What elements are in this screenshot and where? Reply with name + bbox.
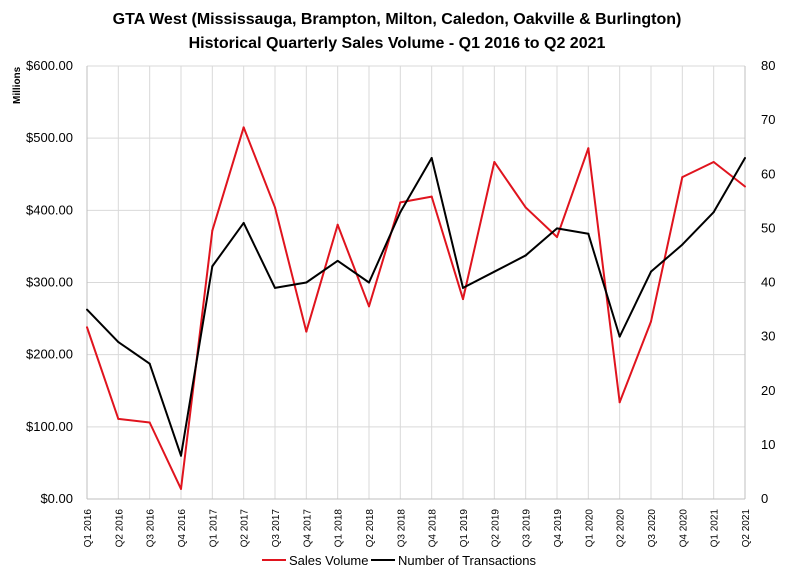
chart-subtitle: Historical Quarterly Sales Volume - Q1 2…: [189, 35, 606, 52]
data-point-number-of-transactions: [524, 254, 527, 257]
x-axis-tick-label: Q3 2017: [271, 509, 282, 548]
data-point-number-of-transactions: [462, 286, 464, 289]
data-point-sales-volume: [274, 206, 276, 209]
data-point-number-of-transactions: [556, 227, 558, 230]
left-axis-tick-label: $500.00: [26, 130, 73, 145]
series-lines: [86, 126, 746, 490]
right-axis-tick-label: 60: [761, 166, 775, 181]
data-point-number-of-transactions: [587, 232, 590, 235]
legend: Sales Volume Number of Transactions: [262, 553, 537, 568]
data-point-sales-volume: [86, 326, 88, 329]
data-point-sales-volume: [744, 185, 746, 188]
data-point-number-of-transactions: [117, 341, 120, 344]
chart-title: GTA West (Mississauga, Brampton, Milton,…: [113, 11, 682, 28]
data-point-sales-volume: [430, 195, 433, 198]
data-point-sales-volume: [180, 487, 182, 490]
data-point-number-of-transactions: [305, 281, 308, 284]
data-point-number-of-transactions: [430, 157, 433, 160]
x-axis-tick-label: Q2 2020: [616, 509, 627, 548]
right-axis-tick-label: 70: [761, 112, 775, 127]
data-point-number-of-transactions: [274, 286, 276, 289]
x-axis-tick-label: Q3 2016: [146, 509, 157, 548]
data-point-sales-volume: [618, 401, 621, 404]
x-axis-tick-label: Q1 2020: [584, 509, 595, 548]
data-point-number-of-transactions: [618, 335, 621, 338]
x-axis-tick-label: Q4 2019: [553, 509, 564, 548]
data-point-sales-volume: [399, 201, 402, 204]
data-point-sales-volume: [336, 223, 339, 226]
x-axis-tick-label: Q2 2018: [365, 509, 376, 548]
data-point-sales-volume: [211, 229, 214, 232]
left-axis-tick-label: $400.00: [26, 202, 73, 217]
data-point-number-of-transactions: [368, 281, 370, 284]
x-axis-tick-label: Q3 2020: [647, 509, 658, 548]
right-axis-tick-label: 40: [761, 275, 775, 290]
series-line-sales-volume: [86, 126, 746, 490]
data-point-number-of-transactions: [681, 243, 684, 246]
right-axis-tick-label: 0: [761, 491, 768, 506]
x-axis-tick-label: Q1 2021: [710, 509, 721, 548]
x-axis-tick-label: Q4 2018: [428, 509, 439, 548]
right-axis-tick-label: 80: [761, 58, 775, 73]
right-axis-tick-label: 50: [761, 220, 775, 235]
left-axis-tick-label: $600.00: [26, 58, 73, 73]
left-axis-tick-label: $300.00: [26, 275, 73, 290]
right-y-axis: 0 10 20 30 40 50 60 70 80: [744, 58, 775, 506]
data-point-number-of-transactions: [148, 362, 151, 365]
x-axis-tick-label: Q2 2019: [490, 509, 501, 548]
data-point-number-of-transactions: [86, 308, 88, 311]
data-point-sales-volume: [368, 305, 370, 308]
x-axis-tick-label: Q1 2019: [459, 509, 470, 548]
x-axis-tick-label: Q1 2017: [208, 509, 219, 548]
left-axis-tick-label: $200.00: [26, 347, 73, 362]
x-axis-tick-label: Q4 2017: [302, 509, 313, 548]
right-axis-tick-label: 30: [761, 329, 775, 344]
data-point-sales-volume: [681, 176, 684, 179]
data-point-sales-volume: [462, 298, 464, 301]
legend-label-sales-volume: Sales Volume: [289, 553, 369, 568]
left-y-axis: $0.00 $100.00 $200.00 $300.00 $400.00 $500.00…: [26, 58, 88, 506]
data-point-sales-volume: [650, 320, 652, 323]
series-line-number-of-transactions: [86, 157, 746, 457]
data-point-number-of-transactions: [211, 265, 214, 268]
x-axis-tick-label: Q1 2016: [83, 509, 94, 548]
data-point-number-of-transactions: [242, 221, 245, 224]
data-point-sales-volume: [148, 421, 151, 424]
data-point-number-of-transactions: [180, 454, 182, 457]
x-axis-tick-label: Q2 2017: [240, 509, 251, 548]
x-axis-tick-label: Q1 2018: [334, 509, 345, 548]
data-point-sales-volume: [305, 330, 308, 333]
left-axis-tick-label: $100.00: [26, 419, 73, 434]
data-point-sales-volume: [712, 160, 715, 163]
data-point-sales-volume: [493, 160, 496, 163]
legend-label-number-of-transactions: Number of Transactions: [398, 553, 537, 568]
x-axis-tick-label: Q4 2016: [177, 509, 188, 548]
data-point-number-of-transactions: [744, 157, 746, 160]
x-axis: Q1 2016 Q2 2016 Q3 2016 Q4 2016 Q1 2017 Q2 20…: [83, 498, 752, 548]
data-point-sales-volume: [242, 126, 245, 129]
data-point-number-of-transactions: [712, 211, 715, 214]
data-point-sales-volume: [587, 147, 590, 150]
data-point-sales-volume: [556, 236, 558, 239]
data-point-number-of-transactions: [399, 211, 402, 214]
data-point-number-of-transactions: [650, 270, 652, 273]
data-point-sales-volume: [524, 206, 527, 209]
y-unit-label: Millions: [12, 66, 23, 104]
left-axis-tick-label: $0.00: [40, 491, 73, 506]
x-axis-tick-label: Q4 2020: [678, 509, 689, 548]
data-point-sales-volume: [117, 417, 120, 420]
x-axis-tick-label: Q3 2018: [396, 509, 407, 548]
x-axis-tick-label: Q3 2019: [522, 509, 533, 548]
right-axis-tick-label: 10: [761, 437, 775, 452]
x-axis-tick-label: Q2 2016: [114, 509, 125, 548]
data-point-number-of-transactions: [493, 270, 496, 273]
x-axis-tick-label: Q2 2021: [741, 509, 752, 548]
right-axis-tick-label: 20: [761, 383, 775, 398]
data-point-number-of-transactions: [336, 259, 339, 262]
